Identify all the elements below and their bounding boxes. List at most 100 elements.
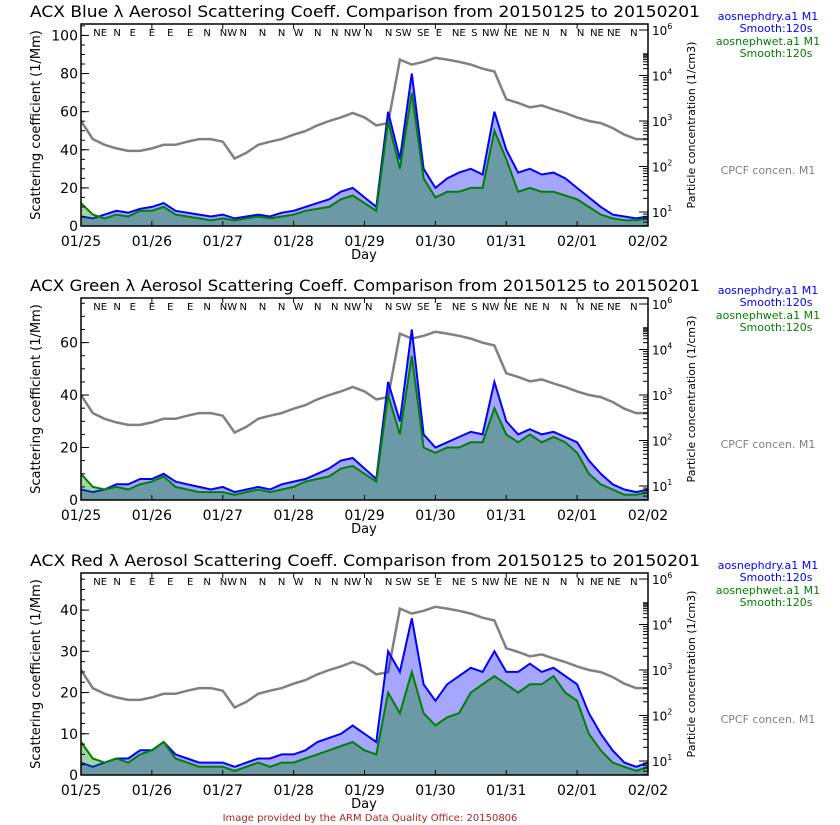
x-tick-label: 01/26 <box>132 234 172 250</box>
y-tick-label: 10 <box>60 727 78 743</box>
y2-tick-label: 104 <box>652 617 672 633</box>
y2-tick-label: 102 <box>652 433 672 449</box>
wind-direction-label: N <box>365 28 372 39</box>
wind-direction-label: N <box>331 577 338 588</box>
wind-direction-label: NE <box>452 577 466 588</box>
y2-tick-exponent: 4 <box>667 342 672 351</box>
wind-direction-label: S <box>471 577 477 588</box>
y2-tick-label: 101 <box>652 204 672 220</box>
wind-direction-label: N <box>314 28 321 39</box>
wind-direction-label: N <box>259 577 266 588</box>
wind-direction-label: NE <box>524 302 538 313</box>
wind-direction-label: NE <box>607 28 621 39</box>
y2-tick-label: 102 <box>652 708 672 724</box>
y-tick-label: 40 <box>60 143 78 159</box>
y2-tick-exponent: 6 <box>667 22 672 31</box>
wind-direction-label: NW <box>482 302 499 313</box>
y2-tick-exponent: 4 <box>667 617 672 626</box>
wind-direction-label: W <box>294 577 304 588</box>
wind-direction-label: NE <box>524 577 538 588</box>
x-tick-label: 01/25 <box>61 234 101 250</box>
y-tick-label: 0 <box>69 493 78 509</box>
series-line-wet <box>81 92 648 222</box>
y2-tick-label: 103 <box>652 387 672 403</box>
wind-direction-label: N <box>385 577 392 588</box>
wind-direction-label: NE <box>504 577 518 588</box>
chart-title: ACX Green λ Aerosol Scattering Coeff. Co… <box>30 276 700 295</box>
series-line-dry <box>81 618 648 768</box>
wind-direction-label: SE <box>417 28 430 39</box>
series-area-dry <box>81 618 648 775</box>
x-axis-label: Day <box>351 522 377 537</box>
wind-direction-label: NE <box>93 302 107 313</box>
wind-direction-label: N <box>542 577 549 588</box>
wind-direction-label: NE <box>452 302 466 313</box>
y2-axis-label: Particle concentration (1/cm3) <box>685 42 698 209</box>
wind-direction-label: N <box>113 28 120 39</box>
legend-dry-smooth: Smooth:120s <box>740 22 813 35</box>
wind-direction-label: N <box>240 302 247 313</box>
series-line-cpc <box>81 605 648 710</box>
wind-direction-label: NE <box>452 28 466 39</box>
y2-tick-exponent: 2 <box>667 159 672 168</box>
y2-axis-label: Particle concentration (1/cm3) <box>685 591 698 758</box>
legend-wet-name: aosnephwet.a1 M1 <box>716 309 820 322</box>
y-tick-label: 20 <box>60 441 78 457</box>
x-tick-label: 01/28 <box>273 508 313 524</box>
wind-direction-label: SE <box>417 302 430 313</box>
wind-direction-label: W <box>294 302 304 313</box>
wind-direction-label: NE <box>93 28 107 39</box>
y2-tick-exponent: 2 <box>667 708 672 717</box>
wind-direction-label: E <box>436 28 442 39</box>
x-tick-label: 01/25 <box>61 783 101 799</box>
y2-tick-label: 101 <box>652 478 672 494</box>
y2-tick-label: 102 <box>652 159 672 175</box>
x-tick-label: 01/31 <box>486 508 526 524</box>
x-tick-label: 01/30 <box>415 234 455 250</box>
y2-tick-exponent: 3 <box>667 113 672 122</box>
x-tick-label: 02/02 <box>628 508 668 524</box>
legend-cpc-name: CPCF concen. M1 <box>721 164 816 177</box>
series-area-wet <box>81 355 648 500</box>
wind-direction-label: N <box>630 302 637 313</box>
wind-direction-label: S <box>471 28 477 39</box>
legend-wet-smooth: Smooth:120s <box>740 596 813 609</box>
legend-wet-name: aosnephwet.a1 M1 <box>716 35 820 48</box>
x-tick-label: 01/30 <box>415 783 455 799</box>
wind-direction-label: NE <box>504 302 518 313</box>
wind-direction-label: SW <box>395 302 411 313</box>
blue-scattering-chart: ACX Blue λ Aerosol Scattering Coeff. Com… <box>29 2 820 263</box>
legend-cpc-name: CPCF concen. M1 <box>721 438 816 451</box>
wind-direction-label: N <box>203 28 210 39</box>
wind-direction-label: E <box>167 28 173 39</box>
wind-direction-label: W <box>294 28 304 39</box>
legend-dry-name: aosnephdry.a1 M1 <box>718 284 819 297</box>
wind-direction-label: NE <box>93 577 107 588</box>
y2-tick-label: 104 <box>652 342 672 358</box>
y2-tick-label: 103 <box>652 662 672 678</box>
wind-direction-label: N <box>560 302 567 313</box>
y2-tick-exponent: 1 <box>667 753 672 762</box>
green-scattering-chart: ACX Green λ Aerosol Scattering Coeff. Co… <box>29 276 820 537</box>
wind-direction-label: NE <box>607 577 621 588</box>
wind-direction-label: NE <box>504 28 518 39</box>
wind-direction-label: N <box>630 577 637 588</box>
wind-direction-label: SE <box>417 577 430 588</box>
y2-tick-exponent: 6 <box>667 571 672 580</box>
red-scattering-chart: ACX Red λ Aerosol Scattering Coeff. Comp… <box>29 551 820 812</box>
wind-direction-label: NW <box>344 28 361 39</box>
x-tick-label: 01/31 <box>486 783 526 799</box>
wind-direction-label: N <box>385 28 392 39</box>
wind-direction-label: N <box>560 28 567 39</box>
y2-axis-label: Particle concentration (1/cm3) <box>685 316 698 483</box>
wind-direction-label: N <box>365 577 372 588</box>
y2-tick-exponent: 1 <box>667 204 672 213</box>
series-area-wet <box>81 671 648 775</box>
y2-tick-exponent: 3 <box>667 387 672 396</box>
x-tick-label: 01/28 <box>273 783 313 799</box>
wind-direction-label: N <box>577 577 584 588</box>
x-tick-label: 01/29 <box>344 234 384 250</box>
wind-direction-label: E <box>149 302 155 313</box>
wind-direction-label: N <box>113 302 120 313</box>
wind-direction-label: S <box>471 302 477 313</box>
